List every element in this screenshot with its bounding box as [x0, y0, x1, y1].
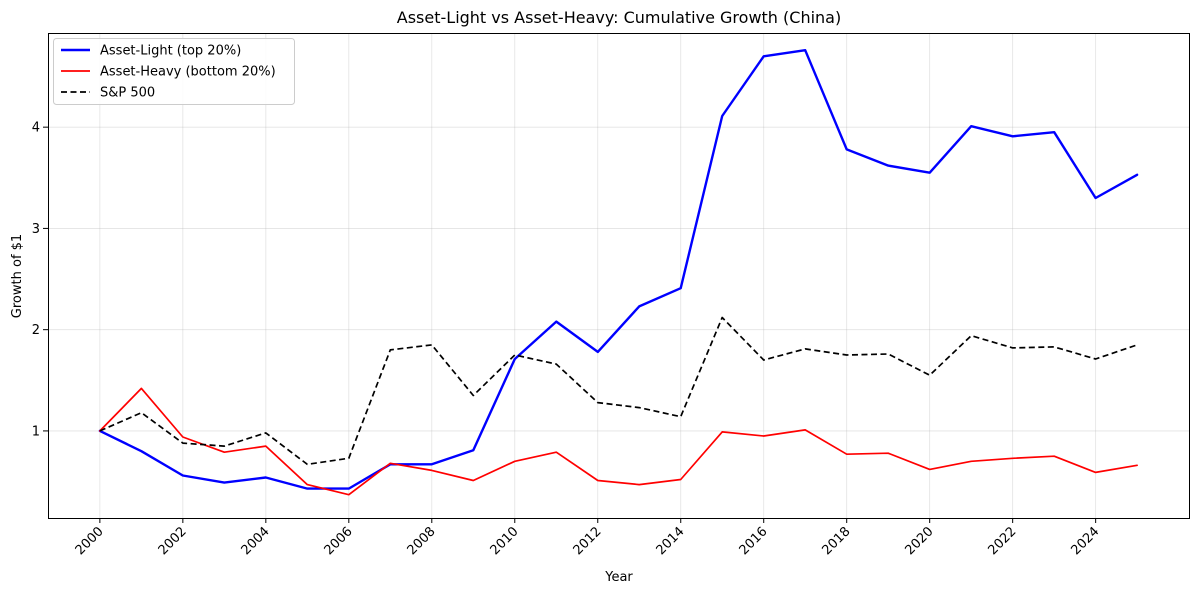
x-tick-label: 2000: [73, 524, 107, 558]
x-tick-label: 2002: [156, 524, 190, 558]
legend: Asset-Light (top 20%) Asset-Heavy (bottom…: [53, 38, 295, 105]
y-tick-label: 1: [32, 424, 40, 439]
x-axis-label: Year: [604, 570, 633, 585]
legend-label-1: Asset-Light (top 20%): [100, 44, 241, 59]
legend-label-2: Asset-Heavy (bottom 20%): [100, 65, 276, 80]
legend-label-3: S&P 500: [100, 86, 155, 101]
y-axis-ticks: 1 2 3 4: [32, 121, 48, 439]
x-tick-label: 2006: [322, 524, 356, 558]
legend-box: [53, 38, 295, 105]
series-lines: [98, 49, 1139, 496]
series-line-1: [98, 49, 1139, 490]
y-tick-label: 2: [32, 323, 40, 338]
plot-frame: [48, 33, 1190, 519]
x-tick-label: 2016: [737, 524, 771, 558]
x-tick-label: 2004: [239, 524, 273, 558]
y-tick-label: 4: [32, 121, 40, 136]
x-axis-ticks: 2000 2002 2004 2006 2008 2010 2012 2014 2016 2018…: [73, 518, 1102, 558]
x-tick-label: 2008: [405, 524, 439, 558]
x-tick-label: 2022: [985, 524, 1019, 558]
x-tick-label: 2012: [571, 524, 605, 558]
y-tick-label: 3: [32, 222, 40, 237]
x-tick-label: 2018: [820, 524, 854, 558]
x-tick-label: 2014: [654, 524, 688, 558]
series-line-2: [99, 387, 1138, 496]
grid: [48, 33, 1189, 518]
x-tick-label: 2024: [1068, 524, 1102, 558]
x-tick-label: 2020: [903, 524, 937, 558]
x-tick-label: 2010: [488, 524, 522, 558]
y-axis-label: Growth of $1: [10, 234, 25, 318]
series-line-3: [99, 316, 1138, 466]
chart-title: Asset-Light vs Asset-Heavy: Cumulative G…: [397, 8, 841, 27]
